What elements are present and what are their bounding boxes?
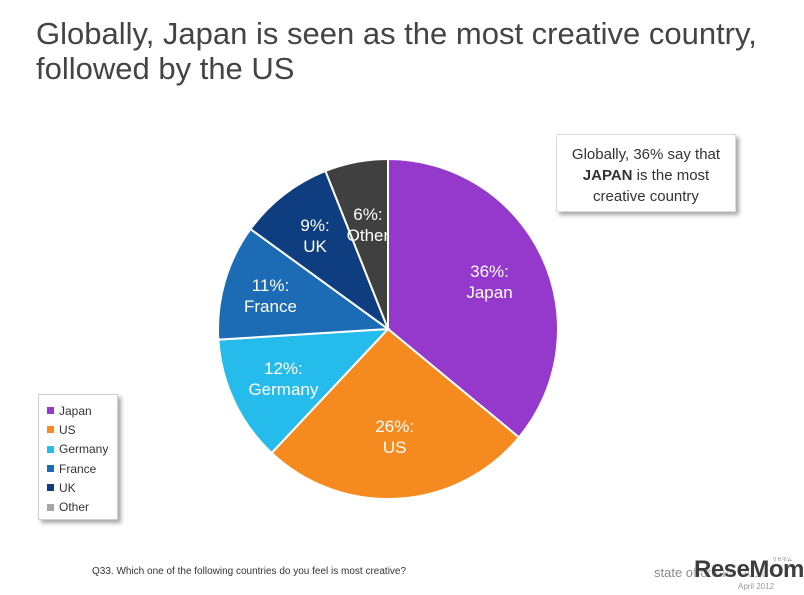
callout-line-3: creative country [593, 188, 699, 205]
slice-pct-france: 11%: [252, 276, 290, 295]
pie-slice-us [270, 327, 521, 500]
pie-slices [217, 157, 559, 500]
slice-label-japan: 36%: Japan [466, 262, 512, 302]
legend-item-other: Other [47, 497, 117, 516]
callout-line-2-rest: is the most [632, 167, 710, 184]
callout-emphasis: JAPAN [582, 167, 633, 184]
pie-slice-japan [387, 157, 559, 439]
legend-item-germany: Germany [47, 440, 117, 459]
slice-pct-uk: 9%: [300, 216, 329, 235]
legend-label: Japan [59, 403, 92, 418]
pie-slice-other [324, 157, 389, 330]
slice-pct-germany: 12%: [264, 359, 303, 378]
legend-label: US [59, 422, 76, 437]
chart-legend: Japan US Germany France UK Other [38, 394, 118, 520]
slice-name-japan: Japan [466, 283, 512, 302]
callout-line-2: JAPAN is the most [557, 165, 735, 186]
slice-pct-japan: 36%: [470, 262, 509, 281]
page-title: Globally, Japan is seen as the most crea… [36, 16, 786, 86]
legend-item-us: US [47, 420, 117, 439]
pie-slice-germany [217, 327, 391, 455]
slice-label-us: 26%: US [375, 417, 414, 457]
question-footnote: Q33. Which one of the following countrie… [92, 566, 407, 577]
callout-box: Globally, 36% say that JAPAN is the most… [556, 134, 736, 212]
slice-label-uk: 9%: UK [300, 216, 329, 256]
logo-watermark: ReseMom [694, 556, 804, 583]
slice-name-france: France [244, 297, 297, 316]
title-line-1: Globally, Japan is seen as the most crea… [36, 16, 757, 51]
report-name: state of create 2018 [654, 565, 769, 580]
legend-label: Other [59, 500, 90, 515]
slice-label-other: 6%: Other [347, 205, 390, 245]
legend-swatch [47, 407, 54, 415]
pie-slice-uk [249, 169, 391, 332]
legend-swatch [47, 484, 54, 492]
legend-label: Germany [59, 442, 109, 457]
legend-label: France [59, 461, 97, 476]
slice-pct-other: 6%: [353, 205, 382, 224]
legend-swatch [47, 465, 54, 473]
legend-swatch [47, 503, 54, 511]
pie-labels: 36%: Japan 26%: US 12%: Germany 11%: France 9%: U… [244, 205, 513, 457]
title-line-2: followed by the US [36, 51, 295, 86]
slice-name-us: US [383, 438, 407, 457]
callout-line-1: Globally, 36% say that [571, 146, 721, 163]
legend-label: UK [59, 480, 76, 495]
slice-name-uk: UK [303, 237, 327, 256]
legend-item-france: France [47, 459, 117, 478]
slice-name-germany: Germany [248, 380, 318, 399]
slice-label-france: 11%: France [244, 276, 297, 316]
logo-watermark-kana: リセマム [772, 557, 793, 563]
pie-slice-france [217, 227, 391, 341]
legend-swatch [47, 426, 54, 434]
legend-item-uk: UK [47, 478, 117, 497]
slice-label-germany: 12%: Germany [248, 359, 318, 399]
report-date: April 2012 [738, 582, 775, 591]
slice-name-other: Other [347, 226, 390, 245]
slice-pct-us: 26%: [375, 417, 414, 436]
legend-swatch [47, 445, 54, 453]
legend-item-japan: Japan [47, 401, 117, 420]
